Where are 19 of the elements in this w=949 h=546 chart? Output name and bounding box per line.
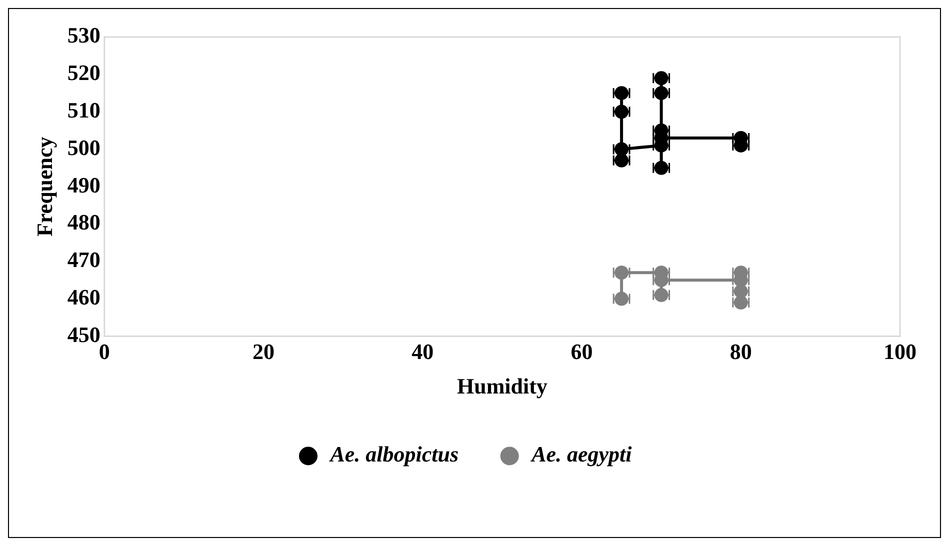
x-tick-label: 60 xyxy=(570,339,593,364)
y-tick-label: 500 xyxy=(67,134,100,160)
x-tick-label: 40 xyxy=(412,339,434,364)
x-axis-title: Humidity xyxy=(456,373,548,398)
y-tick-label: 470 xyxy=(67,247,100,272)
legend-label: Ae. albopictus xyxy=(328,442,459,467)
x-tick-label: 80 xyxy=(730,339,752,364)
x-tick-label: 0 xyxy=(98,339,110,364)
y-tick-label: 480 xyxy=(67,210,100,235)
y-tick-label: 520 xyxy=(67,60,100,86)
x-tick-label: 100 xyxy=(884,339,916,364)
y-tick-label: 450 xyxy=(67,322,100,347)
y-tick-label: 530 xyxy=(67,22,100,48)
y-tick-label: 460 xyxy=(67,284,100,310)
y-tick-label: 510 xyxy=(67,97,100,122)
legend-label: Ae. aegypti xyxy=(530,442,633,467)
x-tick-label: 20 xyxy=(252,339,275,364)
y-axis-title: Frequency xyxy=(32,136,57,237)
y-tick-label: 490 xyxy=(67,172,100,198)
